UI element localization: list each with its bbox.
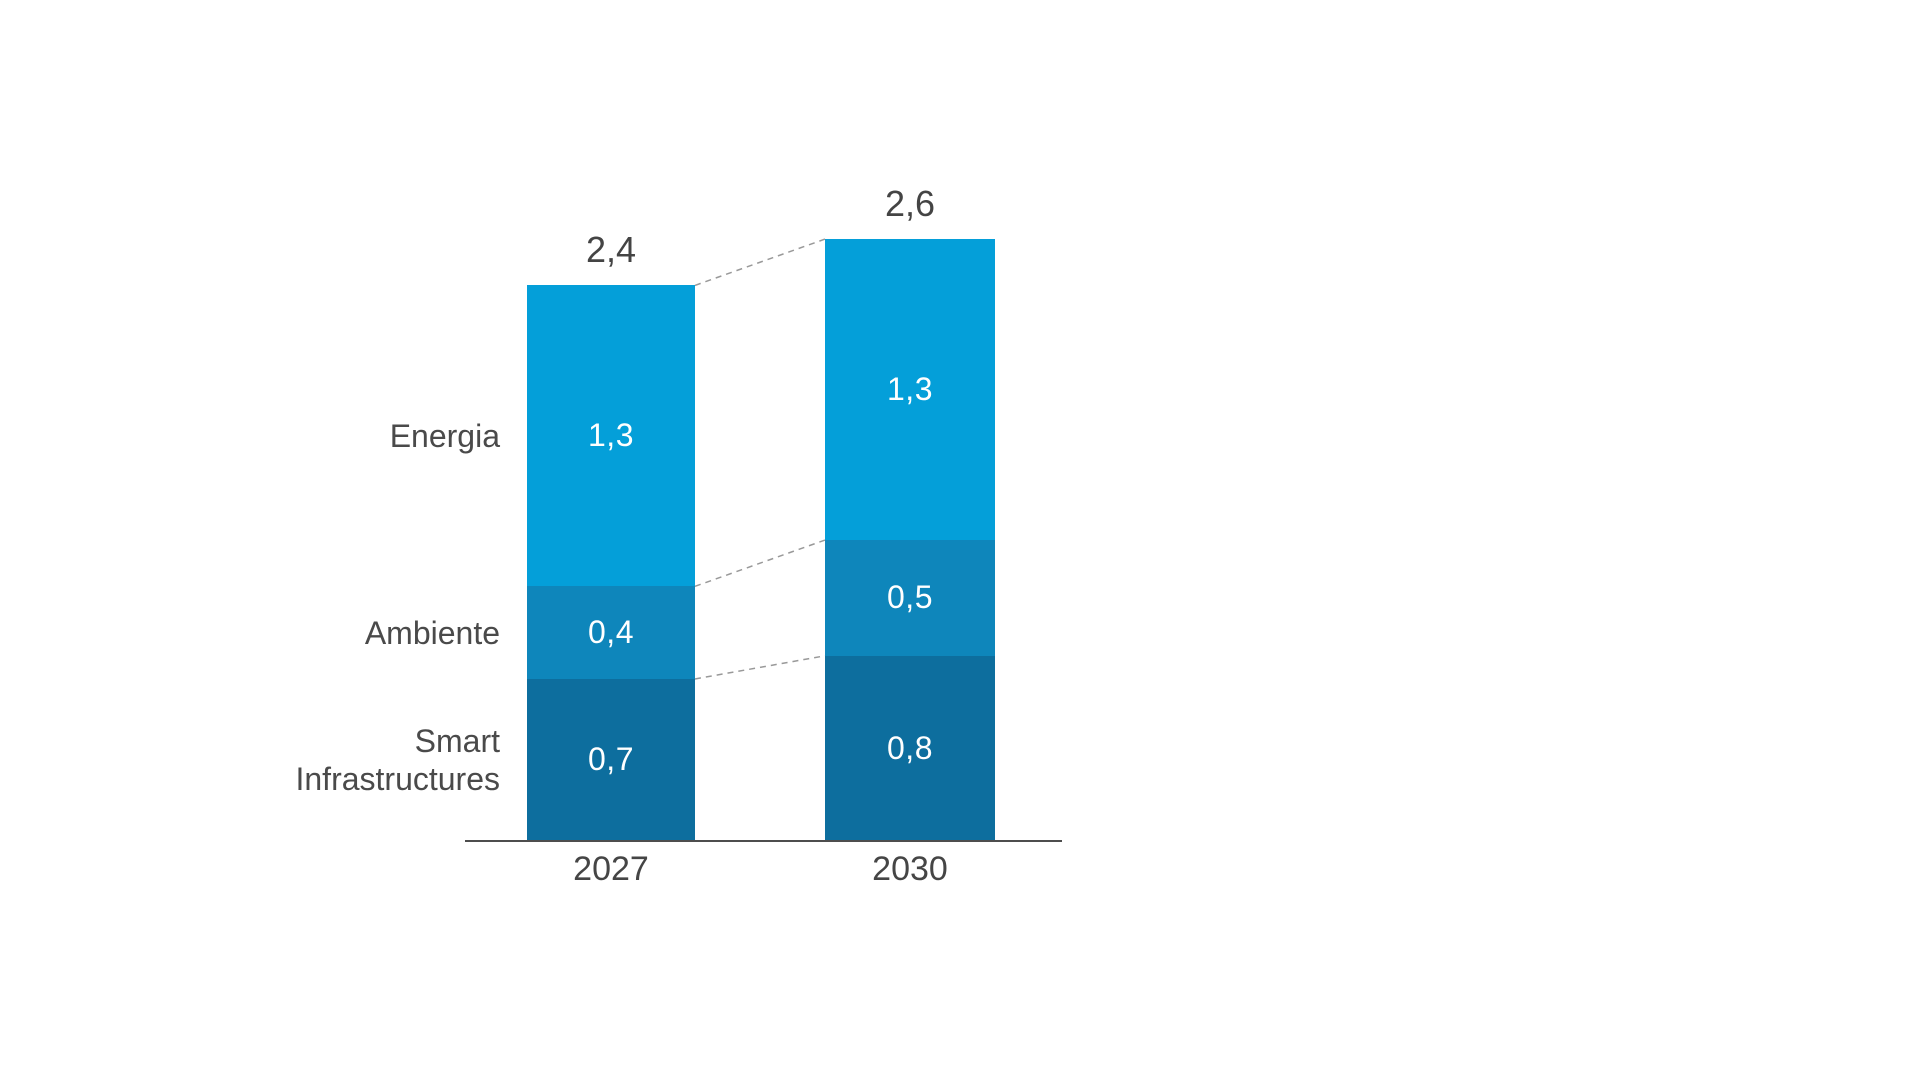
segment-value-label: 1,3 xyxy=(588,417,634,454)
bar-2027: 1,3 0,4 0,7 xyxy=(527,285,695,841)
x-axis-line xyxy=(465,840,1062,842)
segment-value-label: 1,3 xyxy=(887,371,933,408)
segment-smart-infrastructures-2027: 0,7 xyxy=(527,678,695,841)
row-label-ambiente: Ambiente xyxy=(364,614,500,651)
segment-value-label: 0,7 xyxy=(588,741,634,778)
segment-value-label: 0,8 xyxy=(887,729,933,766)
row-label-energia: Energia xyxy=(389,417,500,454)
segment-energia-2027: 1,3 xyxy=(527,285,695,587)
segment-smart-infrastructures-2030: 0,8 xyxy=(825,655,995,841)
total-label-2030: 2,6 xyxy=(884,183,936,225)
x-tick-2027: 2027 xyxy=(573,850,649,888)
segment-ambiente-2027: 0,4 xyxy=(527,586,695,679)
row-label-smart-infrastructures: Smart Infrastructures xyxy=(295,722,500,797)
segment-value-label: 0,5 xyxy=(887,579,933,616)
x-tick-2030: 2030 xyxy=(872,850,948,888)
segment-value-label: 0,4 xyxy=(588,614,634,651)
segment-ambiente-2030: 0,5 xyxy=(825,540,995,656)
total-label-2027: 2,4 xyxy=(585,229,637,271)
segment-energia-2030: 1,3 xyxy=(825,239,995,541)
bar-2030: 1,3 0,5 0,8 xyxy=(825,239,995,841)
